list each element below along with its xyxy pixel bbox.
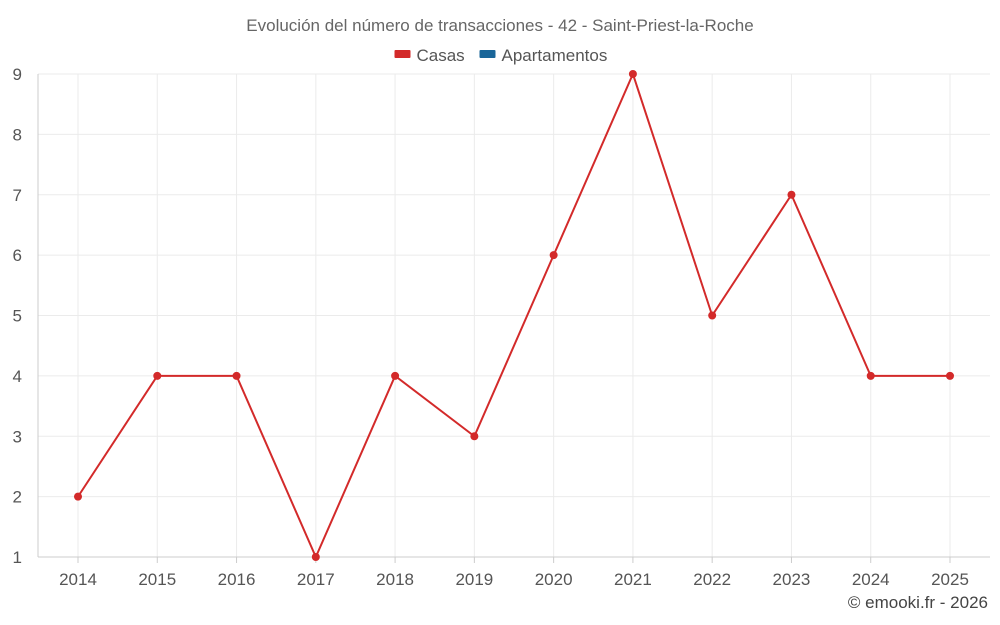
credit-text: © emooki.fr - 2026 (847, 593, 988, 612)
data-point[interactable] (232, 371, 241, 380)
x-tick-label: 2022 (693, 570, 731, 589)
data-point[interactable] (946, 371, 954, 380)
data-point[interactable] (311, 553, 320, 561)
x-tick-label: 2024 (852, 570, 890, 589)
data-point[interactable] (708, 311, 717, 320)
y-tick-label: 1 (13, 548, 22, 567)
legend-swatch-apartamentos[interactable] (479, 50, 496, 58)
y-axis-ticks: 1 2 3 4 5 6 7 8 9 (13, 65, 22, 567)
data-point[interactable] (866, 371, 875, 380)
legend[interactable]: Casas Apartamentos (394, 46, 608, 65)
x-tick-label: 2020 (535, 570, 573, 589)
y-tick-label: 6 (13, 246, 22, 265)
data-point[interactable] (549, 251, 558, 260)
x-tick-label: 2016 (218, 570, 256, 589)
legend-swatch-casas[interactable] (394, 50, 411, 58)
y-tick-label: 4 (13, 367, 22, 386)
y-tick-label: 8 (13, 125, 22, 144)
series-group (74, 70, 954, 561)
data-point[interactable] (391, 371, 400, 380)
y-tick-label: 2 (13, 488, 22, 507)
y-tick-label: 9 (13, 65, 22, 84)
legend-label-casas[interactable]: Casas (417, 46, 465, 65)
y-tick-label: 5 (13, 307, 22, 326)
data-point[interactable] (74, 492, 82, 501)
x-tick-label: 2019 (455, 570, 493, 589)
y-tick-label: 7 (13, 186, 22, 205)
x-tick-label: 2015 (138, 570, 176, 589)
data-point[interactable] (470, 432, 479, 441)
axes (37, 74, 990, 563)
grid (38, 73, 990, 557)
data-point[interactable] (787, 190, 796, 199)
x-tick-label: 2025 (931, 570, 969, 589)
data-point[interactable] (628, 70, 637, 78)
x-tick-label: 2023 (773, 570, 811, 589)
legend-label-apartamentos[interactable]: Apartamentos (502, 46, 608, 65)
x-axis-ticks: 2014 2015 2016 2017 2018 2019 2020 2021 2022 2023… (59, 570, 969, 589)
data-point[interactable] (153, 371, 162, 380)
y-tick-label: 3 (13, 427, 22, 446)
x-tick-label: 2014 (59, 570, 97, 589)
x-tick-label: 2018 (376, 570, 414, 589)
x-tick-label: 2017 (297, 570, 335, 589)
series-line-casas (77, 73, 950, 558)
chart-title: Evolución del número de transacciones - … (246, 16, 753, 35)
x-tick-label: 2021 (614, 570, 652, 589)
